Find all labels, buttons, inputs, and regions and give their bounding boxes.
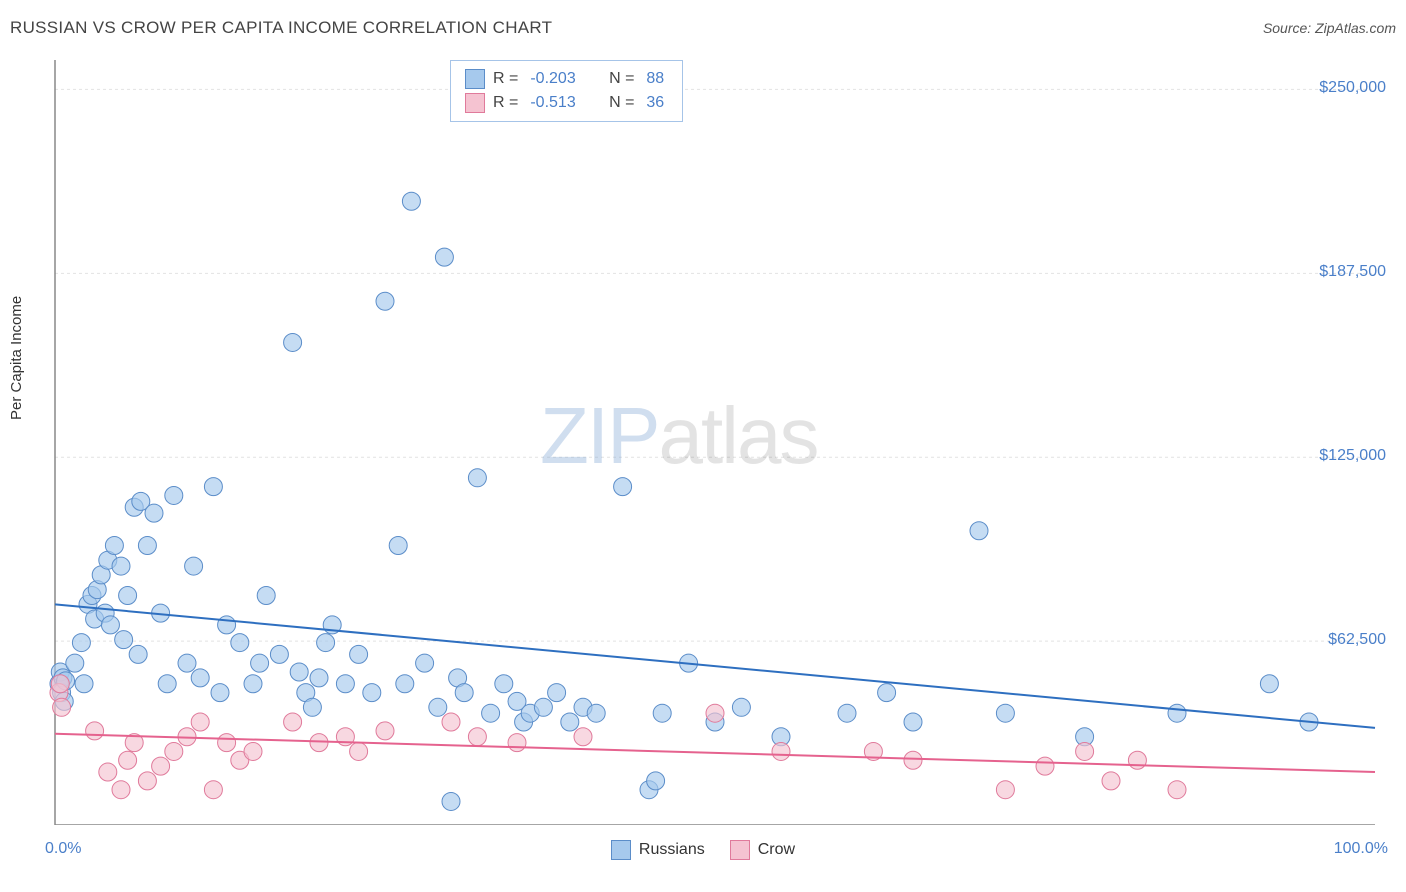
y-axis-label: Per Capita Income xyxy=(8,296,25,420)
legend-swatch xyxy=(465,69,485,89)
y-tick-label: $187,500 xyxy=(1296,263,1386,281)
y-tick-label: $250,000 xyxy=(1296,79,1386,97)
chart-title: RUSSIAN VS CROW PER CAPITA INCOME CORREL… xyxy=(10,18,552,38)
y-tick-label: $62,500 xyxy=(1296,631,1386,649)
scatter-chart-svg xyxy=(45,55,1390,825)
legend-swatch xyxy=(465,93,485,113)
legend-swatch xyxy=(730,840,750,860)
y-tick-label: $125,000 xyxy=(1296,447,1386,465)
legend-label: Russians xyxy=(639,841,705,859)
legend-item: Russians xyxy=(611,840,705,860)
legend-swatch xyxy=(611,840,631,860)
chart-area xyxy=(45,55,1390,825)
source-label: Source: ZipAtlas.com xyxy=(1263,20,1396,36)
legend-label: Crow xyxy=(758,841,795,859)
series-legend: Russians Crow xyxy=(0,840,1406,860)
legend-row: R = -0.203 N = 88 xyxy=(465,67,668,91)
legend-row: R = -0.513 N = 36 xyxy=(465,91,668,115)
correlation-legend: R = -0.203 N = 88 R = -0.513 N = 36 xyxy=(450,60,683,122)
legend-item: Crow xyxy=(730,840,795,860)
